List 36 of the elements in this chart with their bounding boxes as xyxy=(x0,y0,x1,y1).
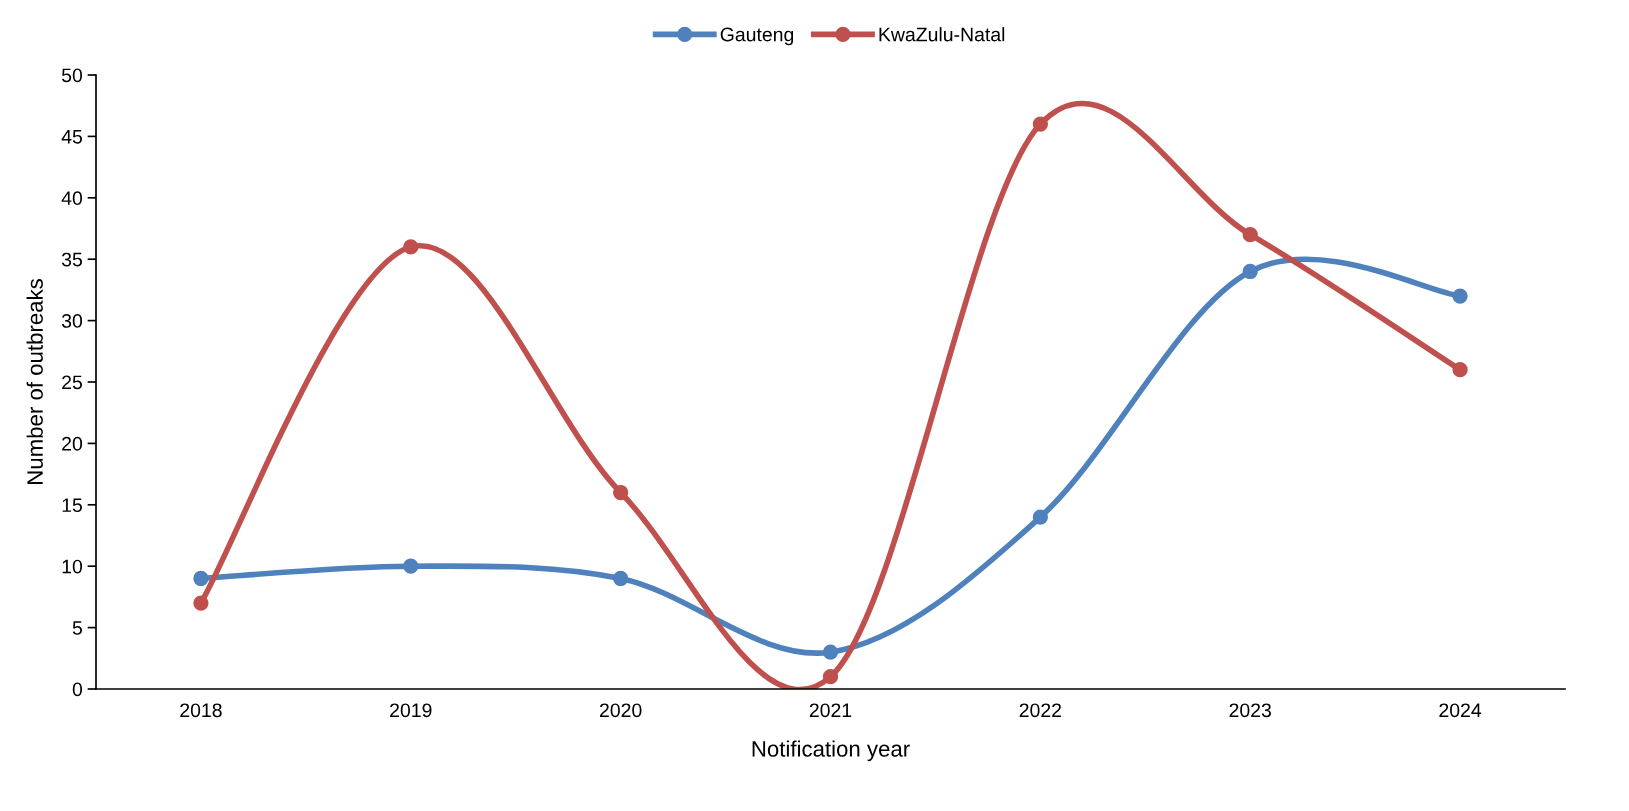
y-tick-label: 50 xyxy=(61,68,83,83)
legend-label: Gauteng xyxy=(720,27,794,46)
y-tick-label: 0 xyxy=(72,682,83,697)
x-tick-label: 2021 xyxy=(809,703,852,718)
x-tick-label: 2020 xyxy=(600,703,642,718)
point xyxy=(1452,288,1468,304)
y-tick-label: 30 xyxy=(61,314,83,328)
point xyxy=(1242,263,1258,280)
point xyxy=(193,595,209,611)
point xyxy=(613,484,629,501)
y-axis-title: Number of outbreaks xyxy=(26,279,43,484)
y-tick-label: 10 xyxy=(62,559,83,574)
legend-label: KwaZulu-Natal xyxy=(879,27,1005,42)
x-tick-label: 2023 xyxy=(1229,703,1271,718)
x-axis-title: Notification year xyxy=(752,740,910,762)
point xyxy=(822,644,839,660)
x-tick-label: 2022 xyxy=(1019,703,1062,718)
y-tick-label: 45 xyxy=(61,130,82,144)
point xyxy=(822,669,839,685)
point xyxy=(613,570,629,587)
y-tick-label: 35 xyxy=(61,252,82,267)
y-tick-label: 15 xyxy=(62,498,82,513)
point xyxy=(193,570,209,587)
x-tick-label: 2024 xyxy=(1439,703,1482,718)
x-tick-label: 2018 xyxy=(180,703,222,718)
y-tick-label: 5 xyxy=(72,621,82,635)
y-tick-label: 20 xyxy=(62,436,83,451)
y-tick-label: 25 xyxy=(62,375,82,390)
point xyxy=(1452,362,1468,378)
point xyxy=(403,239,419,255)
point xyxy=(1032,509,1048,525)
point xyxy=(403,558,419,574)
x-tick-label: 2019 xyxy=(390,703,432,718)
point xyxy=(1242,227,1258,243)
y-tick-label: 40 xyxy=(61,191,83,206)
point xyxy=(1032,116,1048,132)
